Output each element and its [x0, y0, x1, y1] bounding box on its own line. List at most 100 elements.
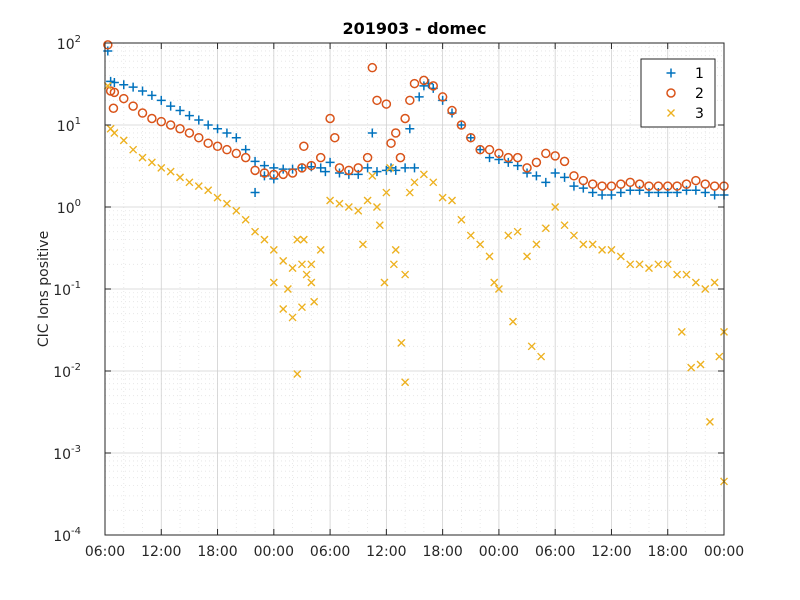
series-3-point [508, 317, 517, 326]
series-1-point [513, 161, 523, 171]
series-3-point [138, 153, 147, 162]
series-2-point [522, 163, 532, 173]
x-tick-label: 06:00 [310, 544, 350, 560]
series-3-point [110, 128, 119, 137]
series-2-point [386, 138, 396, 148]
series-3-point [204, 186, 213, 195]
series-3-point [513, 227, 522, 236]
series-1-point [466, 133, 476, 143]
series-1-point [635, 185, 645, 195]
legend: 1 2 3 [640, 58, 716, 128]
y-tick-label: 100 [57, 198, 81, 217]
series-3-point [232, 206, 241, 215]
series-1-point [503, 157, 513, 167]
series-3-point [299, 235, 308, 244]
series-2 [103, 40, 729, 191]
series-1-point [541, 177, 551, 187]
y-axis: 10-4 10-3 10-2 10-1 100 101 102 [53, 34, 724, 545]
series-3-point [579, 240, 588, 249]
series-2-point [512, 152, 523, 163]
series-3-point [405, 188, 414, 197]
x-tick-label: 00:00 [254, 544, 294, 560]
series-3-point [288, 313, 297, 322]
series-1-point [316, 163, 326, 173]
series-1-point [550, 168, 560, 178]
series-1-point [625, 185, 635, 195]
series-3-point [710, 278, 719, 287]
series-1-point [700, 188, 710, 198]
series-2-point [381, 99, 392, 109]
series-3-point [176, 173, 185, 182]
series-3-point [279, 305, 288, 314]
x-tick-label: 00:00 [704, 544, 744, 560]
series-1-point [222, 128, 232, 138]
series-1-point [175, 106, 185, 116]
series-2-point [390, 128, 401, 138]
y-tick-label: 102 [57, 34, 81, 53]
series-3-point [677, 327, 686, 336]
legend-label-2: 2 [695, 86, 704, 102]
series-1-point [297, 163, 307, 173]
series-3-point [358, 240, 367, 249]
series-2-point [559, 156, 570, 167]
series-3-point [157, 163, 166, 172]
series-3-point [541, 224, 550, 233]
series-3-point [485, 252, 494, 261]
series-1-point [184, 111, 194, 121]
series-2-point [297, 163, 307, 173]
series-2-point [466, 132, 476, 143]
y-tick-label: 10-3 [53, 444, 81, 463]
series-3-point [429, 178, 438, 187]
series-2-point [299, 141, 309, 152]
series-2-point [109, 87, 120, 98]
series-2-point [531, 157, 542, 168]
series-2-point [578, 175, 589, 186]
series-3-point [382, 188, 391, 197]
series-3-point [297, 303, 306, 312]
series-2-point [681, 179, 692, 189]
series-3-point [410, 178, 419, 187]
series-1-point [138, 86, 148, 96]
series-2-point [587, 179, 598, 189]
legend-marker-3 [667, 109, 675, 117]
series-2-point [405, 95, 415, 106]
series-3-point [527, 342, 536, 351]
series-2-point [428, 81, 439, 91]
series-1-point [203, 120, 213, 130]
series-3-point [129, 145, 138, 154]
series-1-point [372, 167, 382, 177]
series-2-point [644, 181, 654, 191]
legend-marker-1 [666, 68, 676, 78]
series-2-point [691, 175, 701, 186]
series-2-point [597, 181, 607, 191]
x-tick-label: 12:00 [366, 544, 406, 560]
series-1-point [320, 167, 330, 177]
series-2-point [634, 179, 645, 189]
series-2-point [222, 144, 232, 155]
y-tick-label: 101 [57, 116, 81, 135]
series-1-point [194, 115, 204, 125]
series-3-point [185, 178, 194, 187]
y-tick-label: 10-1 [53, 280, 81, 299]
series-3-point [560, 221, 569, 230]
legend-box [640, 58, 716, 128]
series-3-point [269, 278, 278, 287]
series-2-point [194, 132, 204, 143]
series-1-point [588, 188, 598, 198]
series-3-point [616, 252, 625, 261]
series-1-point [405, 124, 415, 134]
series-1-point [616, 188, 626, 198]
series-3 [103, 81, 728, 486]
series-1-point [456, 120, 466, 130]
series-3-point [391, 245, 400, 254]
series-3-point [194, 182, 203, 191]
series-2-point [353, 163, 363, 173]
series-3-point [494, 285, 503, 293]
series-3-point [316, 245, 325, 254]
series-2-point [147, 113, 157, 124]
series-3-point [326, 196, 335, 205]
series-3-point [696, 360, 705, 369]
series-3-point [279, 256, 288, 265]
x-tick-label: 12:00 [591, 544, 631, 560]
series-2-point [616, 179, 626, 189]
